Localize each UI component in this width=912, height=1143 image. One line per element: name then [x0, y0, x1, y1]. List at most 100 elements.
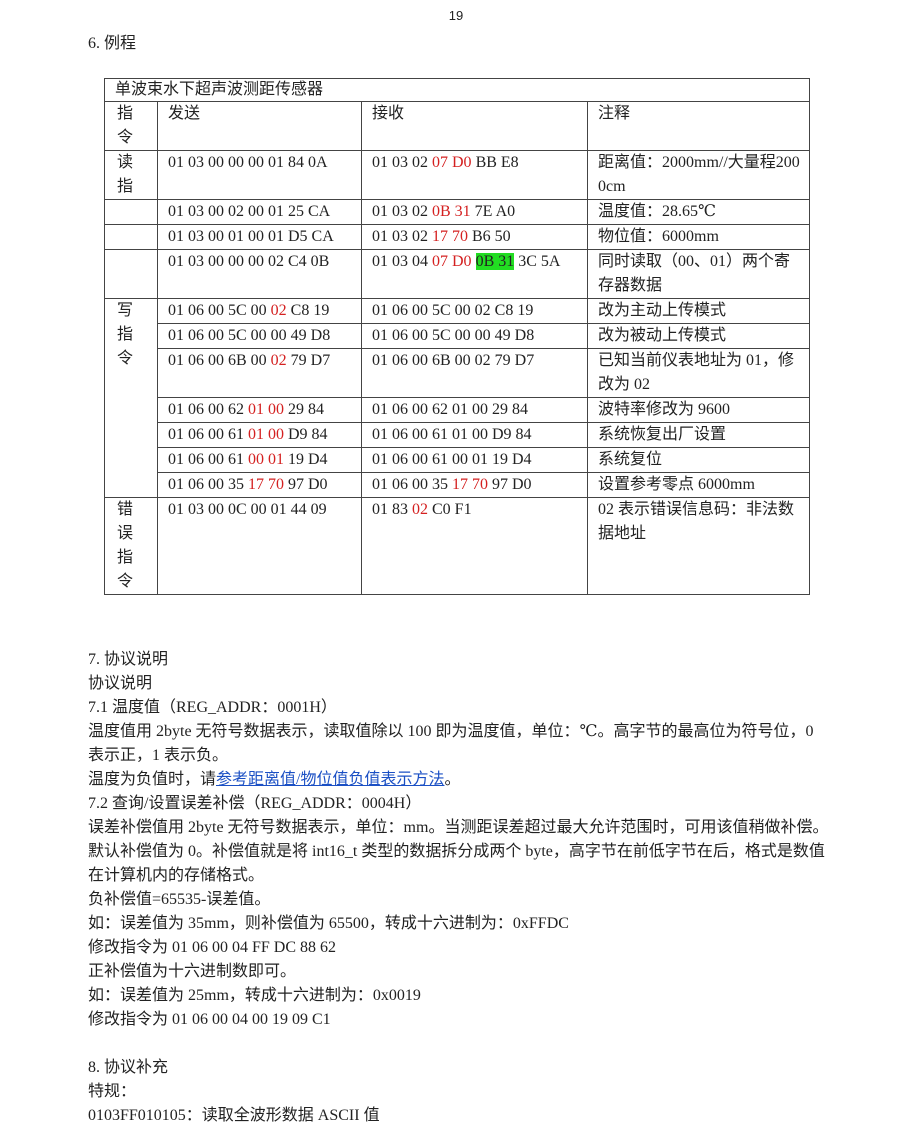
table-cell: 系统复位 — [586, 447, 811, 473]
text-run: 01 03 02 — [372, 203, 432, 220]
text-run: 01 06 00 6B 00 — [168, 352, 271, 369]
table-row: 01 06 00 5C 00 00 49 D8 01 06 00 5C 00 00… — [105, 323, 811, 349]
table-cell: 01 06 00 5C 00 00 49 D8 — [361, 323, 588, 349]
text-run: 01 06 00 5C 00 00 49 D8 — [168, 327, 331, 344]
table-row: 读指 01 03 00 00 00 01 84 0A 01 03 02 07 D0 … — [104, 150, 811, 200]
table-cell: 01 06 00 5C 00 02 C8 19 — [361, 298, 588, 324]
table-cell: 01 83 02 C0 F1 — [361, 497, 588, 595]
table-cell: 错误指令 — [104, 497, 158, 595]
table-cell — [104, 249, 158, 299]
text-run: 系统复位 — [598, 451, 663, 468]
table-cell: 01 03 00 00 00 02 C4 0B — [157, 249, 362, 299]
text-run: 负补偿值=65535-误差值。 — [88, 891, 271, 908]
text-run: 01 06 00 35 — [168, 476, 248, 493]
link[interactable]: 参考距离值/物位值负值表示方法 — [216, 771, 445, 788]
table-cell: 发送 — [157, 101, 362, 151]
text-run: 01 06 00 5C 00 — [168, 302, 271, 319]
text-run: 接收 — [372, 105, 405, 122]
text-run: 01 03 02 — [372, 154, 432, 171]
table-row: 写指令 01 06 00 5C 00 02 C8 19 01 06 00 5C 00… — [104, 298, 811, 498]
table-title-row: 单波束水下超声波测距传感器 — [103, 78, 811, 102]
text-run: 温度值用 2byte 无符号数据表示，读取值除以 100 即为温度值，单位：℃。… — [88, 723, 814, 764]
text-run: 17 70 — [452, 476, 488, 493]
text-run: 如：误差值为 25mm，转成十六进制为：0x0019 — [88, 987, 421, 1004]
text-run: 02 — [270, 352, 287, 369]
text-run: 01 06 00 6B 00 02 79 D7 — [372, 352, 535, 369]
text-run: 0103FF010105：读取全波形数据 ASCII 值 — [88, 1107, 380, 1124]
text-run: 01 06 00 61 — [168, 426, 248, 443]
table-row: 01 06 00 61 00 01 19 D4 01 06 00 61 00 01… — [105, 447, 811, 473]
table-cell: 01 06 00 6B 00 02 79 D7 — [361, 348, 588, 398]
table-row: 指令 发送 接收 注释 — [104, 101, 811, 151]
table-cell: 01 06 00 35 17 70 97 D0 — [157, 472, 362, 498]
text-run: 02 表示错误信息码：非法数据地址 — [598, 501, 795, 542]
text-run: 改为被动上传模式 — [598, 327, 727, 344]
table-title: 单波束水下超声波测距传感器 — [103, 78, 811, 102]
text-run: 01 00 — [248, 426, 284, 443]
text-run: 07 D0 — [432, 154, 472, 171]
table-cell: 02 表示错误信息码：非法数据地址 — [586, 497, 811, 595]
text-run: 01 06 00 61 00 01 19 D4 — [372, 451, 532, 468]
body-text: 7. 协议说明 协议说明 7.1 温度值（REG_ADDR：0001H） 温度值用 2… — [88, 648, 830, 1128]
table-cell: 设置参考零点 6000mm — [586, 472, 811, 498]
text-run: 7.2 查询/设置误差补偿（REG_ADDR：0004H） — [88, 795, 422, 812]
table-cell: 01 06 00 61 00 01 19 D4 — [157, 447, 362, 473]
table-cell: 系统恢复出厂设置 — [586, 422, 811, 448]
table-cell: 波特率修改为 9600 — [586, 397, 811, 423]
text-run: 01 06 00 35 — [372, 476, 452, 493]
text-run: 17 70 — [248, 476, 284, 493]
paragraph: 正补偿值为十六进制数即可。 — [88, 960, 830, 984]
text-run: 距离值：2000mm//大量程2000cm — [598, 154, 800, 195]
text-run: 02 — [412, 501, 428, 518]
paragraph: 温度值用 2byte 无符号数据表示，读取值除以 100 即为温度值，单位：℃。… — [88, 720, 830, 768]
paragraph: 7.2 查询/设置误差补偿（REG_ADDR：0004H） — [88, 792, 830, 816]
text-run: 0B 31 — [475, 253, 515, 270]
text-run: 01 03 02 — [372, 228, 432, 245]
text-run: 79 D7 — [286, 352, 331, 369]
table-cell: 写指令 — [104, 298, 158, 498]
text-run: 写指令 — [117, 302, 134, 367]
text-run: 发送 — [168, 105, 201, 122]
text-run: 物位值：6000mm — [598, 228, 719, 245]
text-run: 01 06 00 5C 00 00 49 D8 — [372, 327, 535, 344]
text-run: 已知当前仪表地址为 01，修改为 02 — [598, 352, 795, 393]
table-cell: 01 03 00 02 00 01 25 CA — [157, 199, 362, 225]
table-row: 错误指令 01 03 00 0C 00 01 44 09 01 83 02 C0 F… — [104, 497, 811, 595]
table-cell: 01 03 00 00 00 01 84 0A — [157, 150, 362, 200]
table-cell: 01 06 00 61 01 00 D9 84 — [157, 422, 362, 448]
text-run: 97 D0 — [488, 476, 532, 493]
table-cell: 01 06 00 5C 00 02 C8 19 — [157, 298, 362, 324]
text-run: 01 00 — [248, 401, 284, 418]
paragraph: 温度为负值时，请参考距离值/物位值负值表示方法。 — [88, 768, 830, 792]
table-cell: 物位值：6000mm — [586, 224, 811, 250]
paragraph: 协议说明 — [88, 672, 830, 696]
text-run: BB E8 — [471, 154, 519, 171]
text-run: D9 84 — [284, 426, 328, 443]
table-cell: 注释 — [586, 101, 811, 151]
text-run: 01 83 — [372, 501, 412, 518]
text-run: 01 06 00 61 — [168, 451, 248, 468]
text-run: 设置参考零点 6000mm — [598, 476, 755, 493]
text-run: 01 03 00 02 00 01 25 CA — [168, 203, 331, 220]
text-run: 如：误差值为 35mm，则补偿值为 65500，转成十六进制为：0xFFDC — [88, 915, 569, 932]
text-run: B6 50 — [468, 228, 511, 245]
paragraph: 误差补偿值用 2byte 无符号数据表示，单位：mm。当测距误差超过最大允许范围… — [88, 816, 830, 888]
table-row: 01 06 00 35 17 70 97 D0 01 06 00 35 17 70… — [105, 472, 811, 498]
table-cell: 01 03 04 07 D0 0B 31 3C 5A — [361, 249, 588, 299]
text-run: 97 D0 — [284, 476, 328, 493]
table-cell: 指令 — [104, 101, 158, 151]
text-run: 特规： — [88, 1083, 137, 1100]
table-cell: 改为被动上传模式 — [586, 323, 811, 349]
table-row: 01 06 00 61 01 00 D9 84 01 06 00 61 01 00… — [105, 422, 811, 448]
paragraph: 修改指令为 01 06 00 04 00 19 09 C1 — [88, 1008, 830, 1032]
table-row: 01 03 00 01 00 01 D5 CA 01 03 02 17 70 B6… — [104, 224, 811, 250]
text-run: 01 06 00 61 01 00 D9 84 — [372, 426, 532, 443]
text-run: 19 D4 — [284, 451, 328, 468]
paragraph: 0103FF010105：读取全波形数据 ASCII 值 — [88, 1104, 830, 1128]
text-run: C8 19 — [286, 302, 330, 319]
text-run: 修改指令为 01 06 00 04 00 19 09 C1 — [88, 1011, 331, 1028]
paragraph: 如：误差值为 35mm，则补偿值为 65500，转成十六进制为：0xFFDC — [88, 912, 830, 936]
text-run: 01 03 00 00 00 01 84 0A — [168, 154, 328, 171]
text-run: 02 — [270, 302, 287, 319]
paragraph: 特规： — [88, 1080, 830, 1104]
